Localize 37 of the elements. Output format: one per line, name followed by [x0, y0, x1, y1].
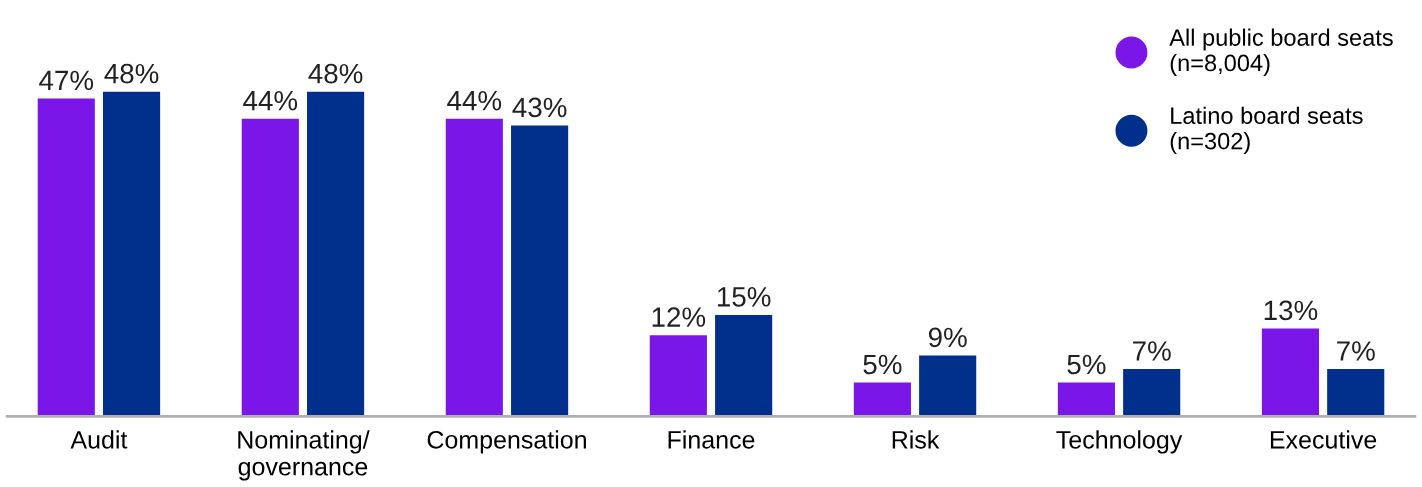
data-label: 43%: [512, 97, 567, 118]
x-tick-label: Audit: [70, 430, 128, 449]
bar: [37, 98, 95, 417]
data-label: 48%: [104, 63, 159, 84]
data-label: 48%: [308, 63, 363, 84]
bar: [1057, 382, 1115, 417]
data-label: 13%: [1264, 300, 1318, 321]
bar: [445, 118, 503, 417]
data-label: 44%: [243, 90, 298, 111]
bar: [853, 382, 911, 417]
data-label: 7%: [1133, 341, 1171, 361]
data-label: 9%: [928, 327, 967, 348]
data-label: 5%: [1067, 354, 1106, 375]
x-tick-label: Nominating/ governance: [238, 430, 370, 481]
bar: [307, 91, 365, 417]
bar: [511, 125, 569, 417]
data-label: 7%: [1337, 341, 1375, 361]
bar: [715, 314, 773, 417]
x-tick-label: Technology: [1056, 430, 1183, 454]
x-tick-label: Finance: [668, 430, 755, 449]
bar: [649, 335, 707, 417]
data-label: 44%: [447, 90, 502, 111]
legend-label: Latino board seats (n=302): [1170, 106, 1363, 155]
bar: [919, 355, 977, 417]
data-label: 5%: [863, 354, 902, 375]
bar: [1123, 369, 1181, 417]
bar: [103, 91, 161, 417]
x-tick-label: Executive: [1270, 430, 1377, 449]
bar: [241, 118, 299, 417]
bar: [1261, 328, 1319, 417]
bar: [1327, 369, 1385, 417]
legend-label: All public board seats (n=8,004): [1169, 28, 1393, 76]
data-label: 15%: [717, 287, 771, 307]
x-tick-label: Compensation: [427, 430, 586, 454]
data-label: 47%: [39, 70, 94, 91]
x-tick-label: Risk: [892, 430, 940, 449]
data-label: 12%: [652, 307, 706, 327]
